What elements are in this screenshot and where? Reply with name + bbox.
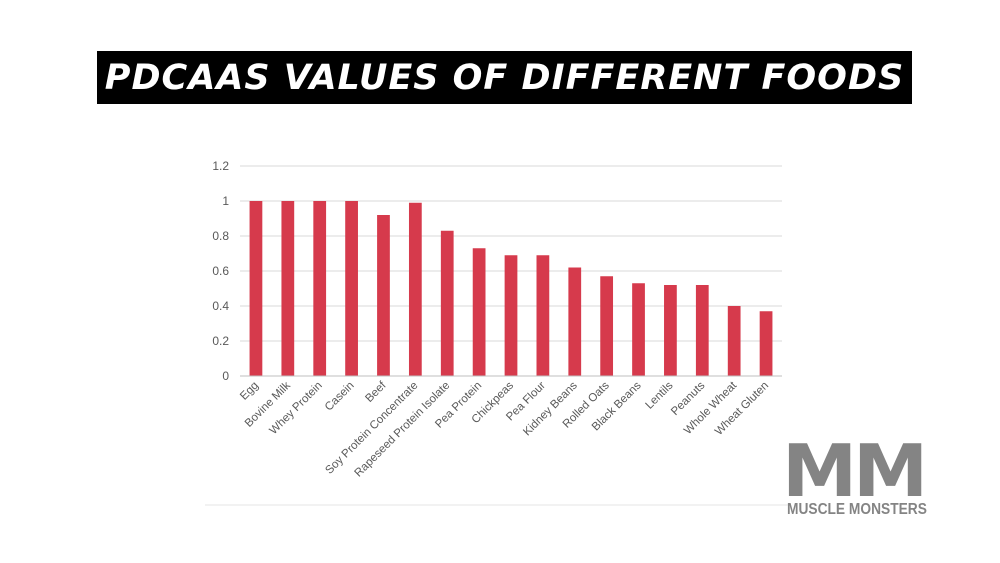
bar [504, 255, 518, 376]
logo-text: MUSCLE MONSTERS [787, 501, 927, 518]
x-tick-label: Casein [323, 380, 357, 414]
y-tick-label: 1 [222, 194, 229, 208]
bar [345, 201, 358, 376]
muscle-monsters-logo: MM MUSCLE MONSTERS [781, 429, 928, 522]
bar [281, 201, 295, 376]
bar [759, 311, 773, 376]
bar [377, 215, 390, 376]
bar [472, 248, 486, 376]
logo-mark: MM [781, 429, 928, 513]
bar [600, 276, 614, 376]
y-tick-label: 0.2 [212, 334, 229, 348]
bar [408, 202, 422, 376]
bar [313, 201, 327, 376]
bar [727, 306, 741, 376]
y-axis-ticks: 0 0.2 0.4 0.6 0.8 1 1.2 [212, 159, 229, 383]
y-tick-label: 0.4 [212, 299, 229, 313]
page-title: PDCAAS VALUES OF DIFFERENT FOODS [104, 57, 905, 98]
bar [632, 283, 645, 376]
y-tick-label: 0.6 [212, 264, 229, 278]
x-tick-label: Egg [238, 380, 261, 403]
bar [568, 267, 582, 376]
y-tick-label: 1.2 [212, 159, 229, 173]
bar [536, 255, 550, 376]
y-tick-label: 0.8 [212, 229, 229, 243]
y-tick-label: 0 [222, 369, 229, 383]
title-banner: PDCAAS VALUES OF DIFFERENT FOODS [97, 51, 912, 104]
bars [249, 201, 773, 376]
bar [664, 285, 677, 376]
bar [249, 201, 263, 376]
x-tick-label: Beef [363, 379, 389, 405]
bar [440, 230, 454, 376]
bar [695, 285, 709, 376]
